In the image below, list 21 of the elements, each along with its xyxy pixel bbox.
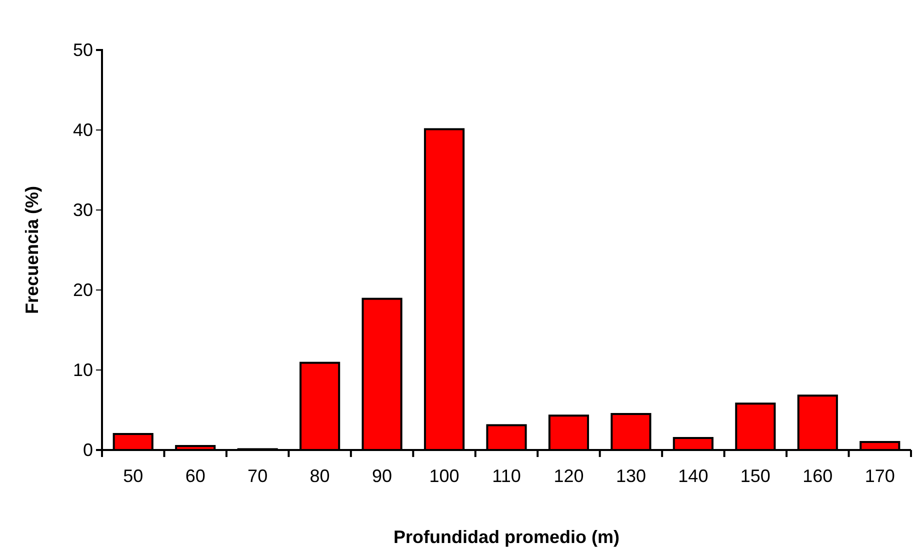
y-tick-label: 10 [72, 360, 93, 380]
x-tick-label: 170 [864, 466, 895, 486]
x-tick-label: 110 [492, 466, 521, 486]
x-tick-label: 150 [740, 466, 770, 486]
x-tick-label: 160 [802, 466, 833, 486]
y-axis-title: Frecuencia (%) [22, 186, 42, 314]
y-tick-label: 40 [72, 120, 93, 140]
y-tick-label: 0 [82, 440, 93, 460]
y-tick-label: 50 [72, 40, 93, 60]
x-tick-label: 90 [372, 466, 392, 486]
x-tick-label: 120 [554, 466, 584, 486]
x-axis-title: Profundidad promedio (m) [394, 527, 620, 547]
x-tick-label: 100 [429, 466, 460, 486]
x-tick-label: 60 [185, 466, 206, 486]
x-tick-label: 80 [310, 466, 330, 486]
x-tick-label: 140 [678, 466, 708, 486]
x-tick-label: 70 [248, 466, 268, 486]
y-tick-label: 20 [72, 280, 93, 300]
x-tick-label: 130 [616, 466, 646, 486]
x-tick-label: 50 [123, 466, 144, 486]
y-tick-label: 30 [72, 200, 93, 220]
